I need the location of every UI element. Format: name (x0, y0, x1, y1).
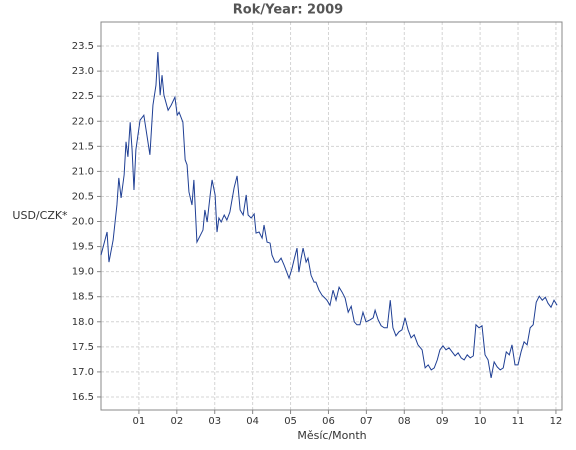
y-tick-label: 23.0 (72, 66, 94, 77)
x-tick-label: 07 (360, 416, 373, 427)
y-tick-label: 19.0 (72, 267, 94, 278)
chart-title: Rok/Year: 2009 (233, 3, 343, 18)
y-tick-label: 22.0 (72, 116, 94, 127)
x-tick-label: 11 (512, 416, 525, 427)
y-tick-label: 20.0 (72, 217, 94, 228)
x-tick-label: 04 (246, 416, 259, 427)
x-tick-label: 02 (170, 416, 183, 427)
x-tick-label: 06 (322, 416, 335, 427)
data-line (100, 52, 558, 379)
x-tick-label: 05 (284, 416, 297, 427)
y-tick-label: 21.5 (72, 141, 94, 152)
x-tick-label: 01 (133, 416, 146, 427)
y-tick-label: 18.0 (72, 317, 94, 328)
y-axis-label: USD/CZK* (12, 209, 68, 222)
plot-area (101, 22, 562, 410)
y-tick-label: 20.5 (72, 191, 94, 202)
x-tick-label: 08 (398, 416, 411, 427)
x-tick-label: 10 (474, 416, 487, 427)
y-tick-label: 22.5 (72, 91, 94, 102)
y-tick-label: 18.5 (72, 292, 94, 303)
y-tick-label: 17.5 (72, 342, 94, 353)
x-tick-label: 09 (436, 416, 449, 427)
x-tick-label: 12 (550, 416, 563, 427)
y-tick-label: 16.5 (72, 392, 94, 403)
y-tick-label: 19.5 (72, 242, 94, 253)
y-tick-label: 17.0 (72, 367, 94, 378)
plot-frame (100, 21, 563, 411)
x-tick-label: 03 (208, 416, 221, 427)
y-tick-label: 21.0 (72, 166, 94, 177)
x-axis-label: Měsíc/Month (297, 429, 366, 442)
y-tick-label: 23.5 (72, 41, 94, 52)
